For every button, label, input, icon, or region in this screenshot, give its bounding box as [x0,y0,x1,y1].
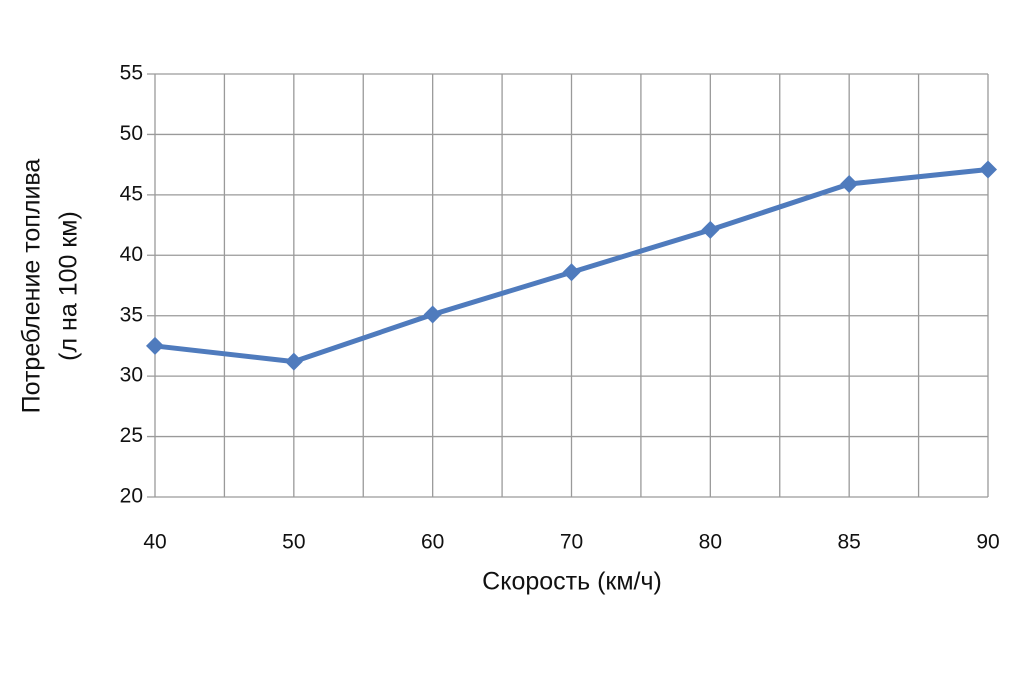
y-tick-label: 45 [120,182,143,205]
data-point [840,174,859,193]
y-axis-title: (л на 100 км) [55,211,83,361]
y-tick-label: 50 [120,122,143,145]
data-point [146,336,164,355]
x-axis-title: Скорость (км/ч) [482,568,662,596]
y-tick-label: 55 [120,62,143,85]
y-tick-label: 35 [120,303,143,326]
y-tick-label: 40 [120,243,143,266]
y-tick-label: 25 [120,424,143,447]
x-tick-label: 60 [421,531,444,554]
data-point [284,352,303,371]
x-tick-label: 80 [699,531,722,554]
data-point [979,160,997,179]
y-tick-label: 20 [120,485,143,508]
x-tick-label: 50 [282,531,305,554]
x-tick-label: 40 [143,531,166,554]
data-point [423,305,442,324]
data-point [701,220,720,239]
y-axis-title: Потребление топлива [18,159,46,414]
x-tick-label: 90 [976,531,999,554]
data-point [562,263,581,282]
grid [147,73,989,498]
y-tick-label: 30 [120,364,143,387]
x-tick-label: 85 [837,531,860,554]
x-tick-label: 70 [560,531,583,554]
